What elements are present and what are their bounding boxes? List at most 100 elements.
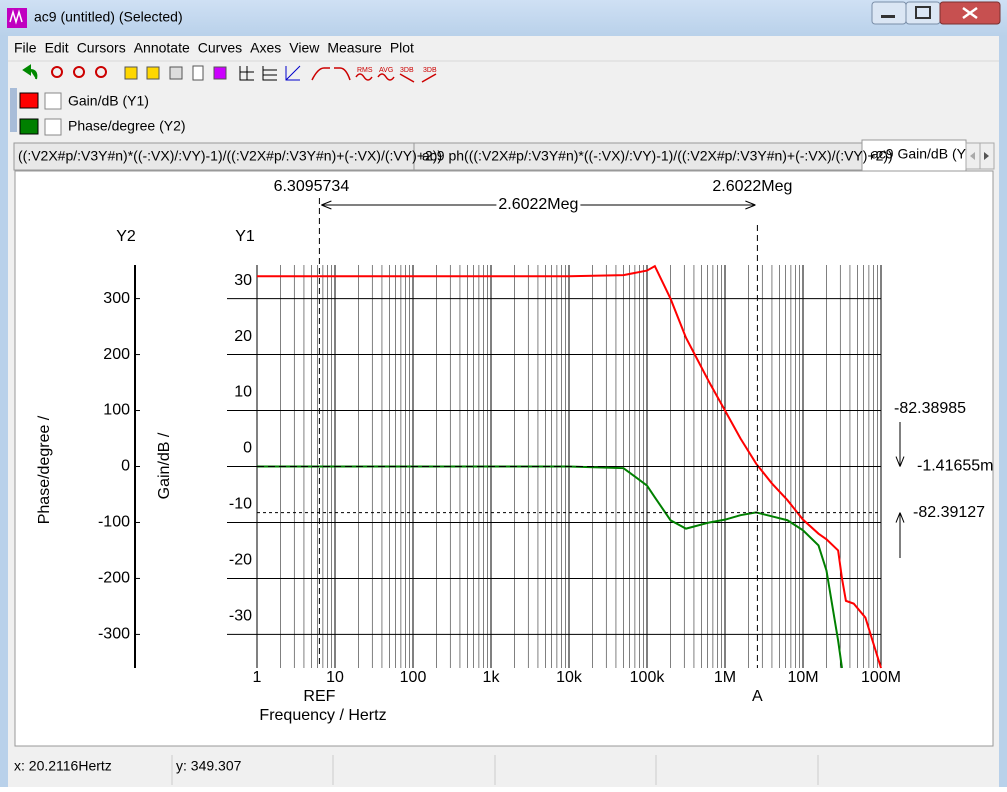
toolbar-label: RMS bbox=[357, 67, 373, 74]
tool-icon[interactable] bbox=[355, 73, 373, 81]
x-tick-label: 10M bbox=[787, 669, 818, 686]
tool-icon[interactable] bbox=[399, 73, 415, 83]
cursor-gain-label: -1.41655m bbox=[917, 458, 994, 475]
tool-icon[interactable] bbox=[421, 73, 437, 83]
y2-tick-label: 100 bbox=[103, 402, 130, 419]
y2-tick-label: 300 bbox=[103, 290, 130, 307]
y-tick-label: -30 bbox=[229, 608, 252, 625]
y-tick-label: 30 bbox=[234, 272, 252, 289]
y2-tick-label: 0 bbox=[121, 458, 130, 475]
delta-label-bg bbox=[496, 196, 581, 214]
y-axis-title: Gain/dB / bbox=[156, 432, 173, 499]
toolbar-label: 3DB bbox=[423, 67, 437, 74]
x-tick-label: 10k bbox=[556, 669, 583, 686]
tool-icon[interactable] bbox=[169, 66, 183, 80]
arrow-glyph bbox=[984, 152, 989, 160]
delta-y-label: -82.38985 bbox=[894, 400, 966, 417]
grid-icon[interactable] bbox=[262, 66, 277, 81]
menu-item[interactable]: View bbox=[289, 40, 320, 56]
menu-item[interactable]: Annotate bbox=[134, 40, 190, 56]
tab-label: ac9 Gain/dB (Y bbox=[871, 146, 967, 162]
x-tick-label: 1M bbox=[714, 669, 736, 686]
window-title: ac9 (untitled) (Selected) bbox=[34, 9, 183, 25]
y-tick-label: 10 bbox=[234, 384, 252, 401]
arrow-glyph bbox=[970, 152, 975, 160]
y2-tick-label: 200 bbox=[103, 346, 130, 363]
grid-icon[interactable] bbox=[285, 65, 301, 81]
y-tick-label: -20 bbox=[229, 552, 252, 569]
x-tick-label: 100M bbox=[861, 669, 901, 686]
tab[interactable] bbox=[413, 142, 863, 171]
y2-axis-title: Phase/degree / bbox=[36, 415, 53, 524]
legend-swatch[interactable] bbox=[19, 92, 39, 109]
status-x: x: 20.2116Hertz bbox=[14, 758, 112, 774]
tab-active[interactable] bbox=[861, 139, 967, 173]
tab-label: ((:V2X#p/:V3Y#n)*((-:VX)/:VY)-1)/((:V2X#… bbox=[18, 148, 442, 164]
cursor-label: A bbox=[752, 688, 763, 705]
title-bar bbox=[0, 0, 1007, 36]
y-tick-label: 0 bbox=[243, 440, 252, 457]
cursor-phase-label: -82.39127 bbox=[913, 504, 985, 521]
legend-label: Phase/degree (Y2) bbox=[68, 118, 186, 134]
menu-item[interactable]: Edit bbox=[45, 40, 69, 56]
maximize-button[interactable] bbox=[905, 1, 941, 25]
x-tick-label: 100 bbox=[400, 669, 427, 686]
x-axis-title: Frequency / Hertz bbox=[259, 707, 386, 724]
menu-item[interactable]: File bbox=[14, 40, 37, 56]
y2-tick-label: -300 bbox=[98, 626, 130, 643]
menu-item[interactable]: Measure bbox=[327, 40, 382, 56]
y-axis-name: Y1 bbox=[235, 228, 255, 245]
maximize-glyph bbox=[915, 6, 931, 19]
close-glyph bbox=[962, 6, 978, 20]
plot-pane bbox=[14, 170, 994, 747]
cursor-label: REF bbox=[303, 688, 335, 705]
cursor-x-value: 2.6022Meg bbox=[712, 178, 792, 195]
undo-icon[interactable] bbox=[22, 64, 38, 80]
y2-tick-label: -200 bbox=[98, 570, 130, 587]
series-line bbox=[257, 264, 882, 669]
app-icon-glyph bbox=[9, 9, 23, 25]
tool-icon[interactable] bbox=[334, 67, 351, 81]
chart: 1 10 100 1k 10k 100k 1M 10M 100M-30-20-100102030… bbox=[36, 178, 993, 724]
x-tick-label: 10 bbox=[326, 669, 344, 686]
toolbar: RMS AVG 3DB 3DB bbox=[22, 64, 437, 83]
tool-icon[interactable] bbox=[377, 73, 395, 81]
grid-icon[interactable] bbox=[239, 66, 254, 81]
x-tick-label: 100k bbox=[630, 669, 666, 686]
y2-axis-name: Y2 bbox=[116, 228, 136, 245]
status-y: y: 349.307 bbox=[176, 758, 242, 774]
arrow-head bbox=[321, 200, 756, 210]
y-tick-label: 20 bbox=[234, 328, 252, 345]
menu-item[interactable]: Axes bbox=[250, 40, 281, 56]
y-tick-label: -10 bbox=[229, 496, 252, 513]
delta-x-label: 2.6022Meg bbox=[498, 196, 578, 213]
tab[interactable] bbox=[13, 142, 415, 171]
tool-icon[interactable] bbox=[213, 66, 227, 80]
legend-label: Gain/dB (Y1) bbox=[68, 93, 149, 109]
zoom-icon[interactable] bbox=[51, 66, 63, 78]
legend-checkbox[interactable] bbox=[44, 92, 62, 110]
minimize-glyph bbox=[881, 15, 895, 18]
x-tick-label: 1 bbox=[253, 669, 262, 686]
legend-checkbox[interactable] bbox=[44, 118, 62, 136]
legend-swatch[interactable] bbox=[19, 118, 39, 135]
status-bar bbox=[8, 752, 999, 787]
tool-icon[interactable] bbox=[146, 66, 160, 80]
tool-icon[interactable] bbox=[192, 65, 204, 81]
zoom-icon[interactable] bbox=[95, 66, 107, 78]
menu-bar: File Edit Cursors Annotate Curves Axes View Mea… bbox=[14, 40, 414, 56]
zoom-icon[interactable] bbox=[73, 66, 85, 78]
tab-label: ac9 ph(((:V2X#p/:V3Y#n)*((-:VX)/:VY)-1)/… bbox=[422, 148, 893, 164]
cursor-x-value: 6.3095734 bbox=[274, 178, 350, 195]
menu-item[interactable]: Plot bbox=[390, 40, 414, 56]
x-tick-label: 1k bbox=[483, 669, 501, 686]
tool-icon[interactable] bbox=[124, 66, 138, 80]
delta-y-arrow bbox=[895, 422, 905, 558]
menu-item[interactable]: Cursors bbox=[77, 40, 126, 56]
menu-item[interactable]: Curves bbox=[198, 40, 242, 56]
minimize-button[interactable] bbox=[871, 1, 907, 25]
tool-icon[interactable] bbox=[311, 67, 330, 81]
y2-tick-label: -100 bbox=[98, 514, 130, 531]
